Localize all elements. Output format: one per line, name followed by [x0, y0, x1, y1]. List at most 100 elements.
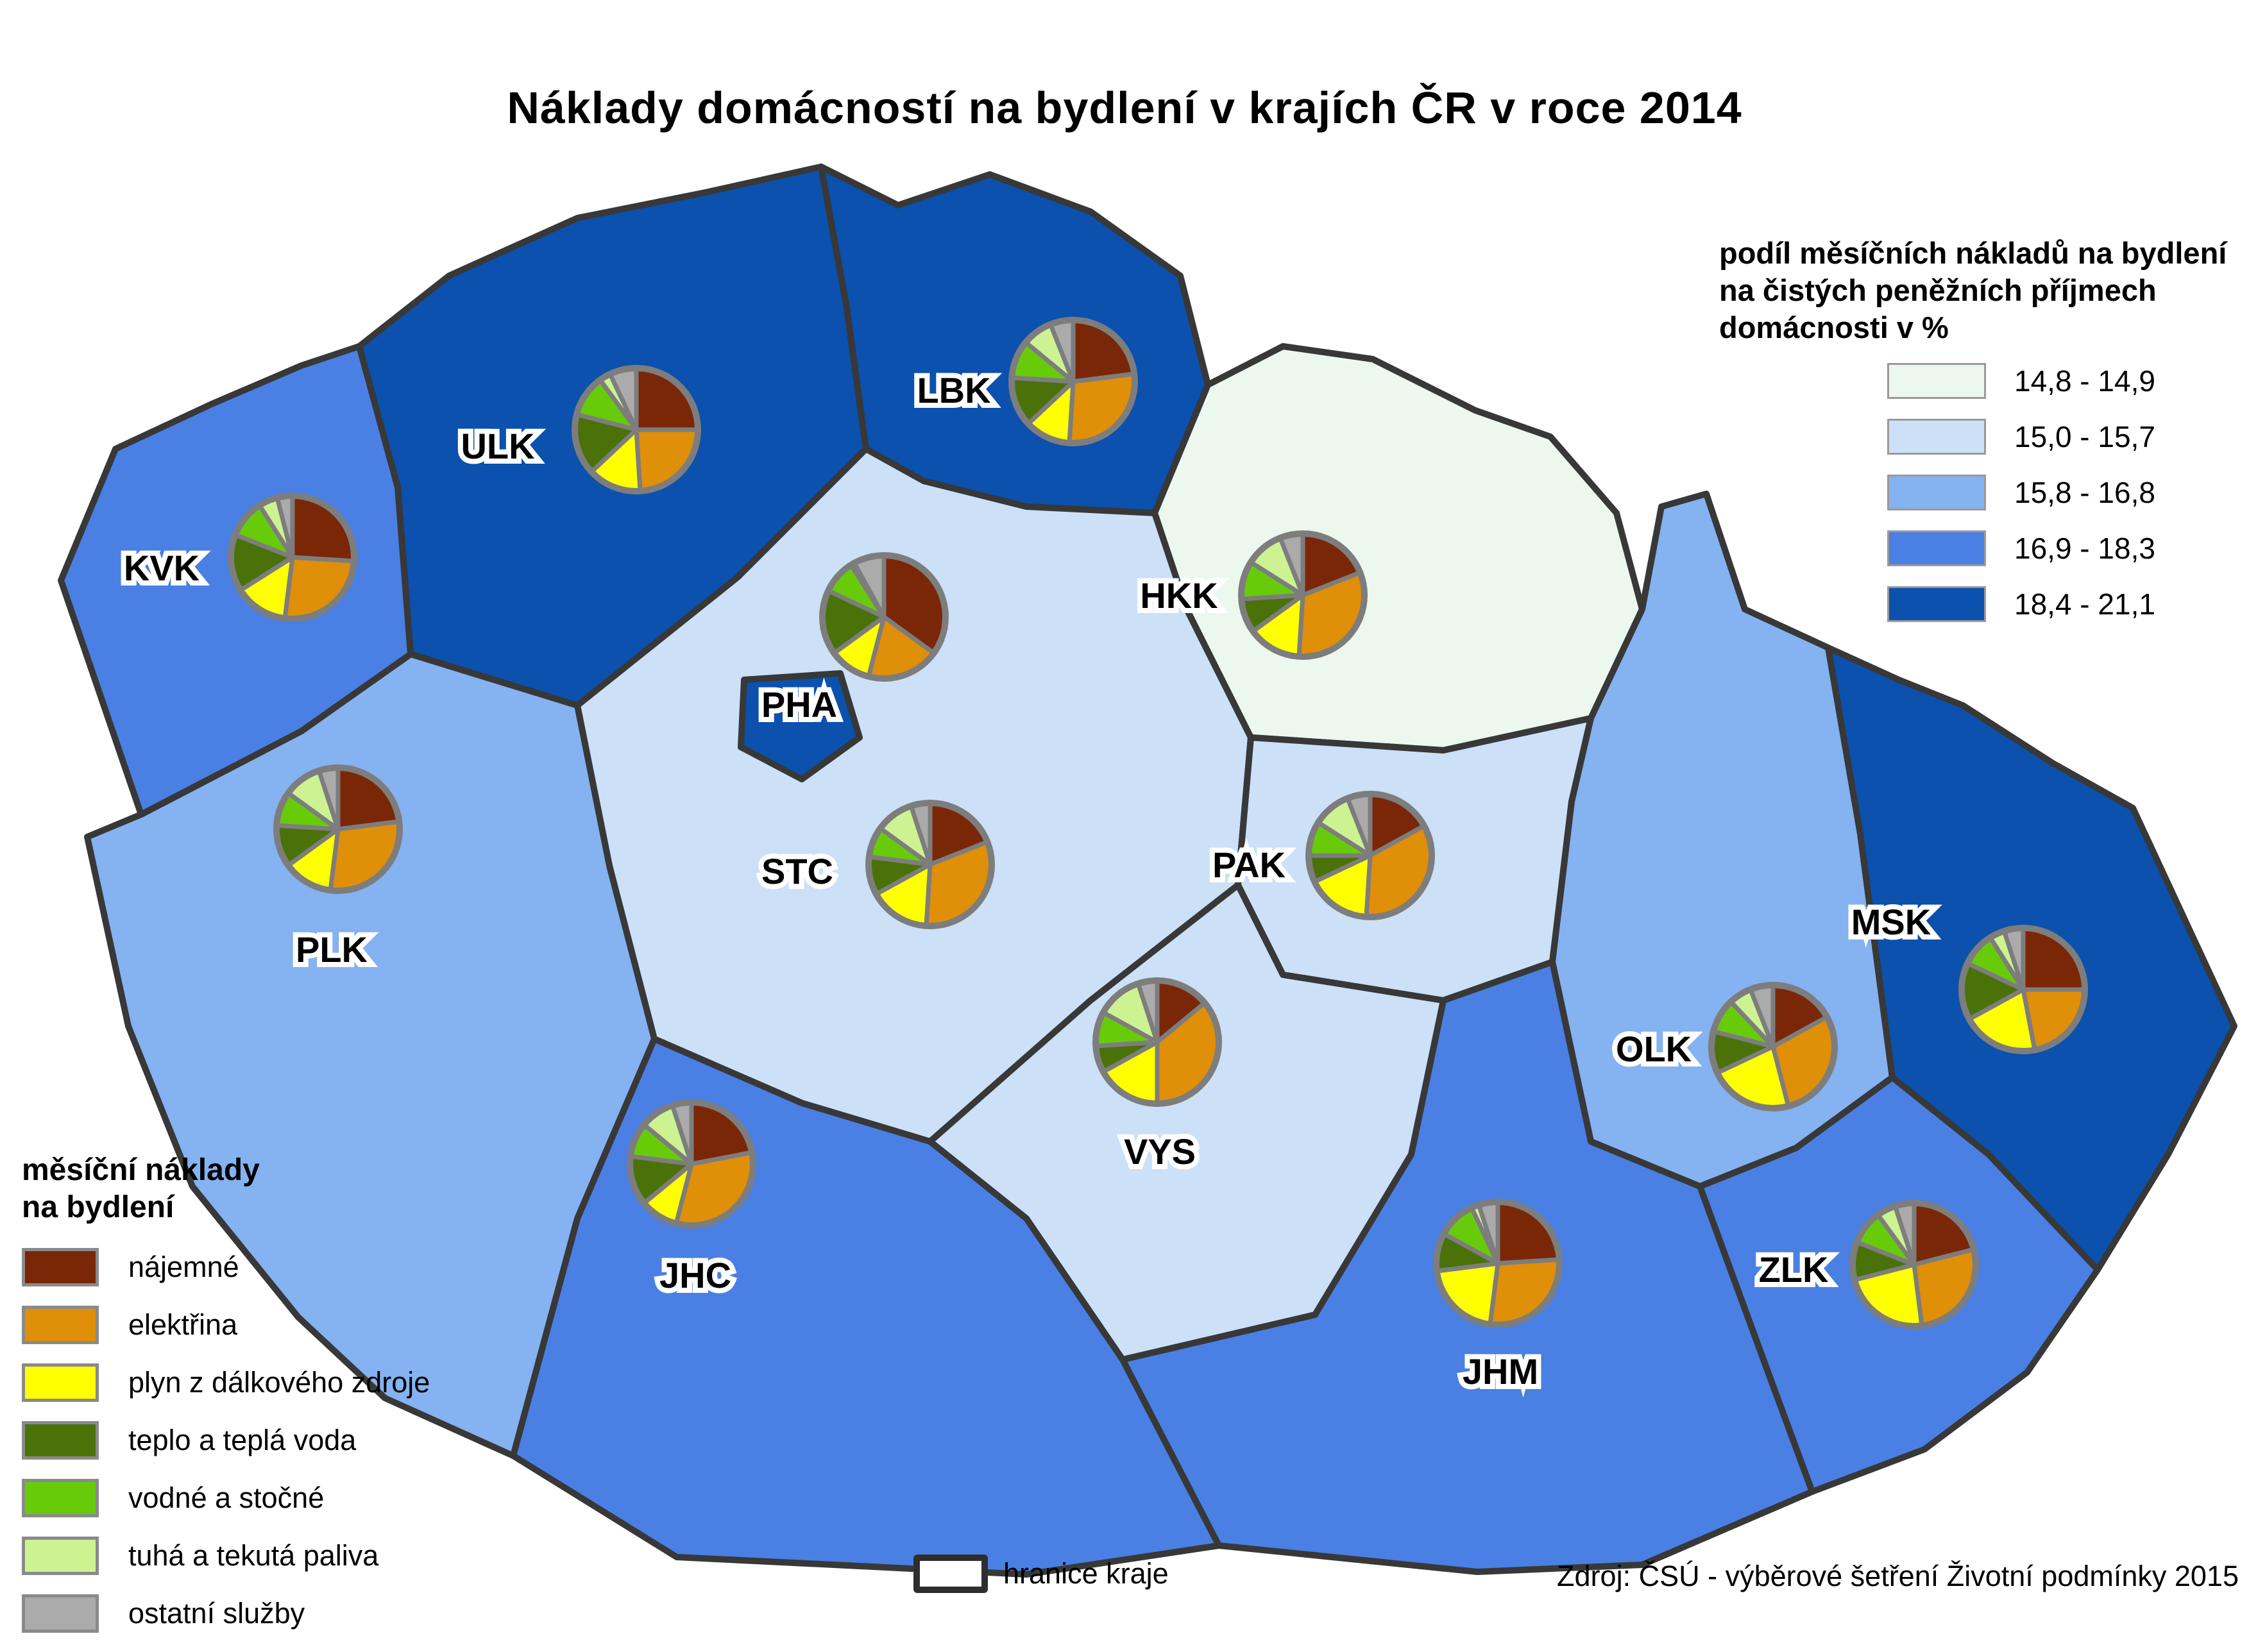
- region-label-ZLK: ZLK: [1759, 1249, 1829, 1290]
- pie-ring-PAK: [1305, 791, 1435, 920]
- pie-OLK: [1708, 982, 1838, 1111]
- boundary-legend-label: hranice kraje: [1003, 1557, 1169, 1590]
- pie-charts-layer: [228, 317, 2088, 1329]
- cost-item-label-3: teplo a teplá voda: [128, 1424, 357, 1456]
- choropleth-class-swatch-4: [1887, 586, 1986, 622]
- pie-MSK: [1958, 925, 2088, 1054]
- region-label-PAK: PAK: [1212, 845, 1286, 885]
- choropleth-class-swatch-3: [1887, 530, 1986, 566]
- cost-legend-rows: nájemné elektřina plyn z dálkového zdroje t…: [22, 1248, 599, 1633]
- pie-VYS: [1092, 977, 1222, 1107]
- pie-ring-PLK: [273, 764, 403, 894]
- cost-item-row-4: vodné a stočné: [22, 1479, 599, 1517]
- choropleth-class-swatch-1: [1887, 419, 1986, 455]
- region-VYS: [927, 882, 1447, 1363]
- cost-item-label-4: vodné a stočné: [128, 1481, 325, 1514]
- region-label-MSK: MSK: [1851, 902, 1931, 942]
- pie-STC: [865, 800, 995, 929]
- choropleth-class-row-3: 16,9 - 18,3: [1887, 530, 2245, 566]
- choropleth-class-label-2: 15,8 - 16,8: [2014, 476, 2155, 509]
- cost-item-label-1: elektřina: [128, 1308, 238, 1341]
- pie-PLK: [273, 764, 403, 894]
- pie-ring-HKK: [1238, 530, 1368, 660]
- pie-HKK: [1238, 530, 1368, 660]
- cost-item-swatch-5: [22, 1537, 99, 1575]
- pie-ULK: [572, 365, 701, 494]
- region-label-LBK: LBK: [917, 370, 990, 410]
- choropleth-class-label-0: 14,8 - 14,9: [2014, 364, 2155, 398]
- cost-item-row-5: tuhá a tekutá paliva: [22, 1537, 599, 1575]
- region-label-JHM: JHM: [1463, 1351, 1538, 1392]
- pie-ZLK: [1849, 1200, 1979, 1329]
- czech-regions-map: ULK LBK KVK HKK PHA STC PAK PLK VYS OLK MSK JHC JHM Z…: [58, 164, 2237, 1578]
- pie-PHA: [819, 552, 949, 682]
- cost-legend: měsíční náklady na bydlení nájemné elektř…: [22, 1152, 599, 1652]
- cost-item-row-3: teplo a teplá voda: [22, 1421, 599, 1460]
- region-labels-layer: ULK LBK KVK HKK PHA STC PAK PLK VYS OLK MSK JHC JHM Z…: [119, 365, 1936, 1397]
- pie-ring-ULK: [572, 365, 701, 494]
- source-text: Zdroj: ČSÚ - výběrové šetření Životní po…: [1557, 1560, 2239, 1592]
- choropleth-legend-title-line3: domácnosti v %: [1719, 310, 1949, 344]
- pie-ring-PHA: [819, 552, 949, 682]
- region-label-ULK: ULK: [461, 426, 534, 466]
- choropleth-class-swatch-0: [1887, 363, 1986, 399]
- pie-ring-LBK: [1008, 317, 1138, 446]
- pie-PAK: [1305, 791, 1435, 920]
- choropleth-class-row-0: 14,8 - 14,9: [1887, 363, 2245, 399]
- cost-item-row-6: ostatní služby: [22, 1594, 599, 1633]
- region-label-PLK: PLK: [296, 929, 368, 970]
- pie-ring-JHC: [627, 1099, 756, 1229]
- cost-item-swatch-6: [22, 1594, 99, 1633]
- region-label-HKK: HKK: [1140, 575, 1218, 616]
- page-title: Náklady domácností na bydlení v krajích …: [507, 83, 1742, 133]
- region-boundary-swatch: [913, 1555, 988, 1593]
- cost-item-swatch-4: [22, 1479, 99, 1517]
- choropleth-class-row-4: 18,4 - 21,1: [1887, 586, 2245, 622]
- choropleth-legend-title: podíl měsíčních nákladů na bydlení na či…: [1719, 235, 2245, 346]
- pie-ring-ZLK: [1849, 1200, 1979, 1329]
- region-PHA: [738, 670, 863, 782]
- cost-item-label-2: plyn z dálkového zdroje: [128, 1366, 430, 1399]
- region-label-KVK: KVK: [124, 548, 199, 588]
- choropleth-class-swatch-2: [1887, 475, 1986, 510]
- cost-item-label-5: tuhá a tekutá paliva: [128, 1539, 379, 1572]
- region-label-STC: STC: [761, 851, 833, 891]
- choropleth-legend-title-line1: podíl měsíčních nákladů na bydlení: [1719, 236, 2227, 270]
- choropleth-class-label-4: 18,4 - 21,1: [2014, 587, 2155, 621]
- choropleth-class-label-3: 16,9 - 18,3: [2014, 532, 2155, 565]
- choropleth-legend: podíl měsíčních nákladů na bydlení na či…: [1719, 235, 2245, 642]
- pie-JHC: [627, 1099, 756, 1229]
- region-PLK: [84, 651, 658, 1459]
- pie-ring-JHM: [1433, 1199, 1563, 1328]
- choropleth-class-label-1: 15,0 - 15,7: [2014, 420, 2155, 453]
- cost-legend-title-line1: měsíční náklady: [22, 1153, 260, 1187]
- cost-item-row-0: nájemné: [22, 1248, 599, 1286]
- choropleth-class-row-2: 15,8 - 16,8: [1887, 475, 2245, 510]
- region-label-JHC: JHC: [659, 1255, 731, 1295]
- pie-JHM: [1433, 1199, 1563, 1328]
- boundary-legend: hranice kraje: [913, 1555, 1169, 1593]
- choropleth-legend-rows: 14,8 - 14,9 15,0 - 15,7 15,8 - 16,8 16,9 - …: [1719, 363, 2245, 622]
- region-label-OLK: OLK: [1616, 1029, 1692, 1069]
- cost-item-swatch-0: [22, 1248, 99, 1286]
- pie-ring-VYS: [1092, 977, 1222, 1107]
- pie-LBK: [1008, 317, 1138, 446]
- region-label-PHA: PHA: [761, 684, 837, 725]
- cost-item-row-2: plyn z dálkového zdroje: [22, 1363, 599, 1402]
- pie-KVK: [228, 493, 357, 622]
- cost-item-row-1: elektřina: [22, 1306, 599, 1344]
- cost-legend-title-line2: na bydlení: [22, 1190, 174, 1224]
- cost-item-label-6: ostatní služby: [128, 1597, 305, 1630]
- cost-item-swatch-2: [22, 1363, 99, 1402]
- pie-ring-STC: [865, 800, 995, 929]
- choropleth-class-row-1: 15,0 - 15,7: [1887, 419, 2245, 455]
- cost-item-label-0: nájemné: [128, 1251, 239, 1283]
- cost-item-swatch-3: [22, 1421, 99, 1460]
- region-label-VYS: VYS: [1124, 1131, 1196, 1172]
- cost-legend-title: měsíční náklady na bydlení: [22, 1152, 599, 1226]
- choropleth-legend-title-line2: na čistých peněžních příjmech: [1719, 273, 2157, 307]
- pie-ring-OLK: [1708, 982, 1838, 1111]
- cost-item-swatch-1: [22, 1306, 99, 1344]
- pie-ring-KVK: [228, 493, 357, 622]
- pie-ring-MSK: [1958, 925, 2088, 1054]
